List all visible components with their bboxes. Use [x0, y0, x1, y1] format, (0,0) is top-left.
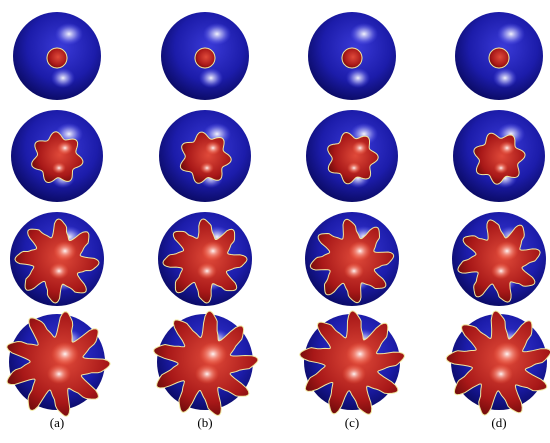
dendrite-highlight	[56, 141, 74, 155]
dendrite-highlight	[199, 342, 227, 366]
dendrite-highlight	[51, 342, 79, 366]
sphere-highlight	[199, 68, 223, 88]
dendrite-highlight	[491, 262, 511, 280]
sphere-highlight	[203, 23, 231, 45]
dendrite-highlight	[495, 241, 519, 261]
sphere-highlight	[51, 68, 75, 88]
dendrite-highlight	[204, 141, 222, 155]
panel-label: (d)	[491, 415, 506, 430]
sphere-highlight	[55, 23, 83, 45]
panel-label: (a)	[50, 415, 64, 430]
panel-label: (b)	[197, 415, 212, 430]
dendrite	[488, 47, 510, 69]
sphere-highlight	[497, 23, 525, 45]
dendrite	[341, 47, 363, 69]
dendrite-highlight	[346, 342, 374, 366]
dendrite-highlight	[49, 262, 69, 280]
dendrite-highlight	[344, 262, 364, 280]
dendrite-highlight	[53, 241, 77, 261]
panel-label: (c)	[345, 415, 359, 430]
dendrite-highlight	[342, 364, 366, 384]
dendrite-highlight	[348, 241, 372, 261]
dendrite-highlight	[201, 241, 225, 261]
dendrite	[46, 47, 68, 69]
dendrite	[162, 218, 248, 304]
dendrite-highlight	[493, 342, 521, 366]
dendrite-highlight	[351, 141, 369, 155]
dendrite-highlight	[200, 162, 214, 174]
dendrite-highlight	[494, 162, 508, 174]
sphere-highlight	[493, 68, 517, 88]
sphere-highlight	[350, 23, 378, 45]
dendrite	[457, 219, 541, 303]
dendrite	[14, 218, 100, 304]
dendrite-highlight	[52, 162, 66, 174]
dendrite	[309, 218, 395, 304]
sphere-grid	[6, 12, 550, 417]
dendrite-highlight	[489, 364, 513, 384]
dendrite-highlight	[47, 364, 71, 384]
dendrite-highlight	[197, 262, 217, 280]
sphere-highlight	[346, 68, 370, 88]
dendrite-highlight	[347, 162, 361, 174]
dendrite-highlight	[498, 141, 516, 155]
dendrite	[194, 47, 216, 69]
dendrite-highlight	[195, 364, 219, 384]
